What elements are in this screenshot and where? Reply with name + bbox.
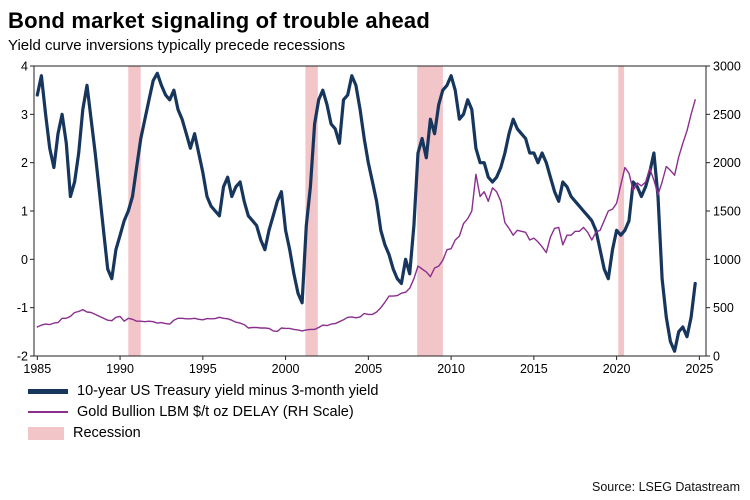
right-axis-tick-label: 3000 [713, 60, 741, 74]
x-axis-tick-label: 2020 [603, 362, 631, 376]
x-axis-tick-label: 2010 [437, 362, 465, 376]
x-axis-tick-label: 2015 [520, 362, 548, 376]
legend-item-gold: Gold Bullion LBM $/t oz DELAY (RH Scale) [28, 403, 742, 421]
legend-item-treasury-spread: 10-year US Treasury yield minus 3-month … [28, 382, 742, 400]
x-axis-tick-label: 2000 [272, 362, 300, 376]
left-axis-tick-label: 1 [21, 205, 28, 219]
recession-band [128, 66, 141, 356]
right-axis-tick-label: 500 [713, 301, 734, 315]
left-axis-tick-label: 0 [21, 253, 28, 267]
x-axis-tick-label: 2005 [354, 362, 382, 376]
left-axis-tick-label: 3 [21, 108, 28, 122]
recession-band-swatch [28, 426, 64, 440]
right-axis-tick-label: 1500 [713, 205, 741, 219]
x-axis-tick-label: 2025 [685, 362, 713, 376]
treasury-spread-line-swatch [28, 388, 68, 394]
right-axis-tick-label: 0 [713, 350, 720, 364]
x-axis-tick-label: 1985 [23, 362, 51, 376]
source-credit: Source: LSEG Datastream [592, 480, 740, 494]
legend-item-recession: Recession [28, 424, 742, 442]
right-axis-tick-label: 2000 [713, 156, 741, 170]
legend-label-gold: Gold Bullion LBM $/t oz DELAY (RH Scale) [77, 404, 354, 420]
recession-band [618, 66, 625, 356]
left-axis-tick-label: 4 [21, 60, 28, 74]
chart-canvas: -2 -1 0 1 2 3 4 0 500 1000 1500 2000 2500 3000 1985 199… [17, 60, 741, 376]
legend-label-treasury-spread: 10-year US Treasury yield minus 3-month … [77, 383, 379, 399]
left-axis-tick-label: 2 [21, 156, 28, 170]
treasury-spread-series-line [35, 71, 697, 353]
x-axis-tick-label: 1995 [189, 362, 217, 376]
legend-label-recession: Recession [73, 425, 141, 441]
gold-series-line [36, 99, 696, 333]
right-axis-tick-label: 1000 [713, 253, 741, 267]
right-axis-tick-label: 2500 [713, 108, 741, 122]
chart-subtitle: Yield curve inversions typically precede… [8, 37, 346, 54]
legend: 10-year US Treasury yield minus 3-month … [8, 382, 742, 442]
x-axis-tick-label: 1990 [106, 362, 134, 376]
left-axis-tick-label: -1 [17, 301, 28, 315]
gold-line-swatch [28, 411, 68, 413]
left-axis-tick-label: -2 [17, 350, 28, 364]
chart-title: Bond market signaling of trouble ahead [8, 8, 430, 33]
